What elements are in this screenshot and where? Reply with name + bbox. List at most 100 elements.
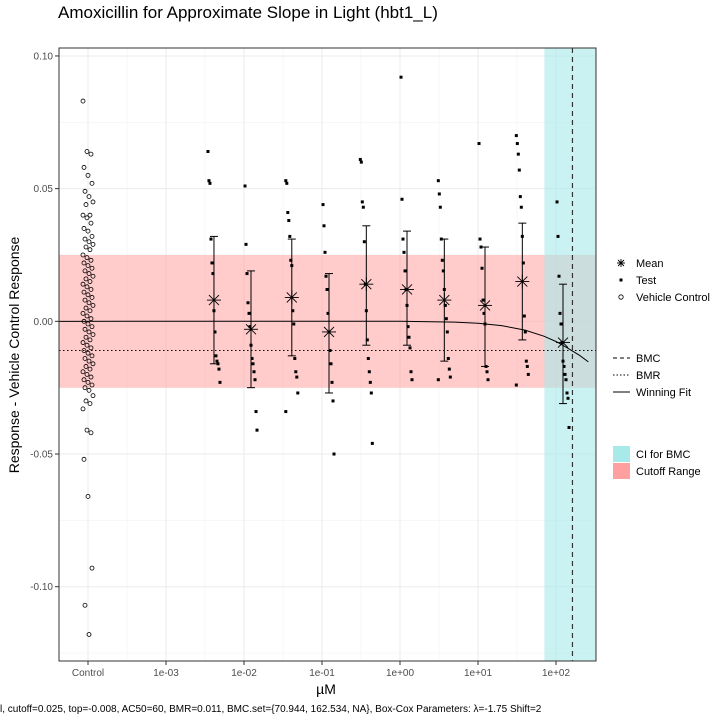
test-point (244, 242, 248, 246)
vehicle-control-point (86, 632, 92, 637)
test-point (209, 237, 213, 241)
test-point (519, 205, 523, 209)
vehicle-control-point (83, 364, 89, 369)
test-point (326, 311, 330, 315)
vehicle-control-point (81, 165, 87, 170)
vehicle-control-point (80, 310, 86, 316)
vehicle-control-point (85, 379, 91, 385)
test-point (358, 157, 362, 161)
vehicle-control-point (82, 236, 88, 242)
test-point (361, 205, 365, 209)
test-point (558, 311, 562, 315)
vehicle-control-point (86, 358, 92, 364)
legend-label: Test (636, 275, 656, 287)
test-point (448, 375, 452, 379)
test-point (565, 391, 569, 395)
test-point (402, 250, 406, 254)
test-point (437, 192, 441, 196)
test-point (410, 378, 414, 382)
test-point (322, 224, 326, 228)
test-point (403, 269, 407, 273)
test-point (207, 179, 211, 183)
vehicle-control-point (81, 456, 87, 462)
test-point (250, 356, 254, 360)
vehicle-control-point (81, 377, 87, 383)
legend-test-key (619, 278, 623, 282)
test-point (441, 269, 445, 273)
test-point (218, 380, 222, 384)
vehicle-control-point (88, 345, 94, 351)
test-point (324, 274, 328, 278)
vehicle-control-point (82, 356, 88, 361)
vehicle-control-point (85, 350, 91, 356)
legend-label: Cutoff Range (636, 466, 701, 478)
vehicle-control-point (82, 385, 88, 391)
test-point (436, 179, 440, 183)
vehicle-control-point (90, 199, 96, 205)
test-point (368, 380, 372, 384)
test-point (369, 391, 373, 395)
vehicle-control-point (87, 247, 93, 253)
vehicle-control-point (83, 398, 89, 404)
vehicle-control-point (80, 369, 86, 375)
test-point (330, 380, 334, 384)
vehicle-control-point (88, 257, 94, 263)
vehicle-control-point (84, 149, 90, 154)
vehicle-control-point (84, 342, 90, 348)
test-point (521, 261, 525, 265)
test-point (482, 311, 486, 315)
vehicle-control-point (86, 194, 92, 200)
test-point (253, 378, 257, 382)
vehicle-control-point (86, 239, 92, 245)
x-tick-label: Control (72, 668, 104, 679)
mean-marker (244, 322, 259, 337)
vehicle-control-point (82, 297, 88, 303)
x-tick-label: 1e+02 (542, 668, 571, 679)
test-point (515, 142, 519, 146)
legend-label: BMC (636, 353, 661, 365)
test-point (446, 356, 450, 360)
test-point (325, 287, 329, 291)
test-point (477, 142, 481, 146)
test-point (366, 356, 370, 360)
vehicle-control-point (89, 382, 95, 388)
test-point (478, 237, 482, 241)
vehicle-control-point (80, 98, 86, 104)
vehicle-control-point (81, 226, 87, 231)
test-point (517, 168, 521, 172)
legend-mean-key (617, 259, 625, 267)
test-point (247, 311, 251, 315)
y-axis: 0.10 0.05 0.00 -0.05 -0.10 (30, 51, 59, 593)
panel-border (58, 47, 597, 662)
test-point (409, 370, 413, 374)
vehicle-control-point (87, 337, 93, 343)
vehicle-control-point (89, 180, 95, 186)
y-tick-label: 0.00 (34, 317, 54, 328)
vehicle-control-point (89, 234, 95, 239)
test-point (522, 314, 526, 318)
test-point (294, 370, 298, 374)
vehicle-control-point (83, 305, 89, 311)
vehicle-control-point (90, 241, 96, 247)
vehicle-control-point (87, 212, 93, 218)
test-point (523, 330, 527, 334)
vehicle-control-point (86, 387, 92, 393)
vehicle-control-point (80, 406, 86, 412)
test-point (406, 325, 410, 329)
test-point (408, 346, 412, 350)
test-point (284, 410, 288, 414)
test-point (481, 298, 485, 302)
mean-marker (206, 293, 221, 308)
test-point (514, 134, 518, 138)
test-point (292, 322, 296, 326)
vehicle-control-point (88, 374, 94, 380)
vehicle-control-point (88, 220, 94, 226)
test-point (564, 378, 568, 382)
test-point (480, 266, 484, 270)
vehicle-control-point (83, 202, 89, 207)
test-point (360, 200, 364, 204)
test-point (217, 367, 221, 371)
test-point (524, 359, 528, 363)
test-point (562, 364, 566, 368)
bmc-ci-band (544, 48, 596, 661)
